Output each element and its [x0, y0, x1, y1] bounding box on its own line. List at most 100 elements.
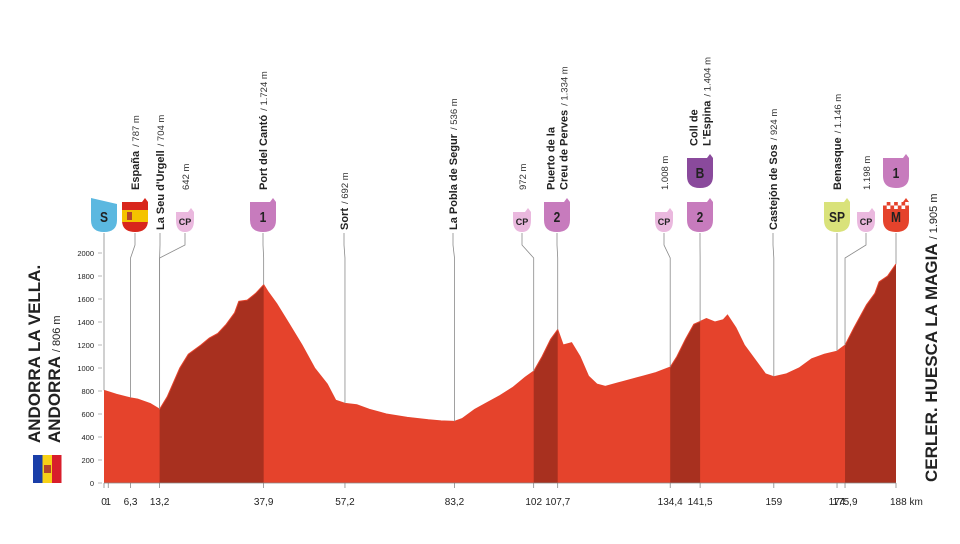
waypoint-label: Puerto de la	[546, 126, 558, 190]
waypoint-name: Port del Cantó	[258, 115, 270, 190]
x-tick-label: 6,3	[124, 497, 138, 508]
badge-shape	[687, 198, 713, 232]
badge: 2	[544, 198, 570, 232]
waypoint-altitude: / 787 m	[131, 115, 142, 147]
start-label: ANDORRA LA VELLA.	[25, 265, 44, 443]
flag-stripe	[52, 455, 62, 483]
waypoint-name: L'Espina	[702, 100, 714, 146]
waypoint-name: Sort	[339, 208, 351, 230]
waypoint-altitude: / 924 m	[769, 109, 780, 141]
leader-line	[663, 233, 671, 368]
waypoint-name: Coll de	[689, 109, 701, 146]
badge-shape	[857, 208, 875, 232]
badge: CP	[857, 208, 875, 232]
badge-text: CP	[658, 217, 671, 227]
waypoint-name: España	[130, 150, 142, 190]
y-tick-label: 200	[81, 456, 94, 465]
waypoint-label: 1.198 m	[862, 156, 873, 190]
waypoint-altitude: / 1.146 m	[833, 94, 844, 134]
waypoint-altitude: / 1.404 m	[703, 57, 714, 97]
x-tick-label: 0	[101, 497, 107, 508]
y-tick-label: 400	[81, 433, 94, 442]
badge	[122, 198, 148, 232]
waypoint-altitude: / 692 m	[340, 172, 351, 204]
waypoint-label: Castejón de Sos / 924 m	[768, 109, 780, 230]
x-tick-label: 57,2	[335, 497, 355, 508]
checker	[886, 205, 891, 209]
badge: M	[883, 198, 909, 232]
badge-stripe	[122, 210, 148, 222]
leader-line	[159, 233, 186, 410]
badge-emblem	[127, 212, 132, 220]
flag-stripe	[33, 455, 43, 483]
badge-text: CP	[516, 217, 529, 227]
badge-shape	[544, 198, 570, 232]
badge: 1	[250, 198, 276, 232]
x-tick-label: 107,7	[545, 497, 570, 508]
y-tick-label: 2000	[77, 249, 94, 258]
waypoint-altitude: / 536 m	[449, 98, 460, 130]
badge: CP	[176, 208, 194, 232]
waypoint-name: Benasque	[832, 137, 844, 190]
waypoint-altitude: 642 m	[181, 164, 192, 190]
checker	[894, 205, 898, 209]
waypoint-label: Benasque / 1.146 m	[832, 94, 844, 190]
x-tick-label: 102	[525, 497, 542, 508]
leader-line	[556, 233, 559, 330]
badge-shape	[513, 208, 531, 232]
badge-text: 1	[260, 209, 267, 226]
waypoint-name: La Pobla de Segur	[448, 133, 460, 230]
waypoint-altitude: 1.198 m	[862, 156, 873, 190]
x-tick-label: 174	[829, 497, 846, 508]
finish-altitude: / 1.905 m	[928, 194, 940, 240]
y-tick-label: 0	[90, 479, 94, 488]
start-name: ANDORRA LA VELLA.	[25, 265, 44, 443]
flag-emblem	[44, 465, 51, 473]
badge: 2	[687, 198, 713, 232]
waypoint-altitude: 972 m	[518, 164, 529, 190]
waypoint-label: 1.008 m	[660, 156, 671, 190]
waypoint-altitude: / 704 m	[156, 115, 167, 147]
finish-label: CERLER. HUESCA LA MAGIA / 1.905 m	[922, 194, 941, 483]
x-tick-label: 175,9	[833, 497, 858, 508]
waypoint-altitude: / 1.334 m	[560, 66, 571, 106]
badge: B	[687, 154, 713, 188]
badge-shape	[883, 154, 909, 188]
leader-line	[772, 233, 775, 377]
y-tick-label: 1200	[77, 341, 94, 350]
badge-text: 2	[554, 209, 561, 226]
start-altitude: / 806 m	[51, 315, 63, 352]
start-name: ANDORRA	[45, 356, 64, 443]
waypoint-name: Castejón de Sos	[768, 144, 780, 230]
checker	[890, 202, 895, 206]
x-tick-label: 13,2	[150, 497, 170, 508]
x-tick-label: 141,5	[688, 497, 713, 508]
leader-line	[521, 233, 535, 372]
badge-text: 2	[697, 209, 704, 226]
waypoint-label: Coll de	[689, 109, 701, 146]
badge: CP	[513, 208, 531, 232]
start-label: ANDORRA / 806 m	[45, 315, 64, 443]
x-tick-label: 188 km	[890, 497, 923, 508]
leader-line	[343, 233, 346, 404]
checker	[897, 202, 902, 206]
y-tick-label: 1000	[77, 364, 94, 373]
andorra-flag	[33, 455, 62, 483]
badge-shape	[687, 154, 713, 188]
y-tick-label: 1600	[77, 295, 94, 304]
waypoint-altitude: / 1.724 m	[259, 71, 270, 111]
badge-shape	[91, 198, 117, 232]
y-tick-label: 800	[81, 387, 94, 396]
badge-text: CP	[860, 217, 873, 227]
badge-text: 1	[893, 165, 900, 182]
waypoint-name: Puerto de la	[546, 126, 558, 190]
y-tick-label: 1400	[77, 318, 94, 327]
badge-text: S	[100, 209, 108, 226]
badge: CP	[655, 208, 673, 232]
leader-line	[452, 233, 455, 422]
waypoint-name: Creu de Perves	[559, 110, 571, 190]
checker	[905, 202, 909, 206]
waypoint-altitude: 1.008 m	[660, 156, 671, 190]
badge-text: SP	[829, 209, 845, 226]
leader-line	[844, 233, 867, 346]
